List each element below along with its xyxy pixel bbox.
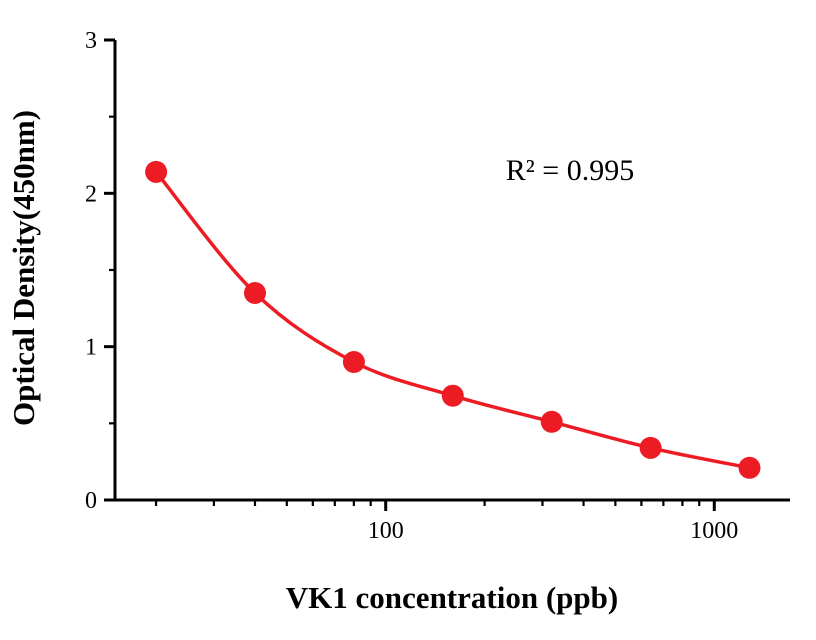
r-squared-annotation: R² = 0.995 — [506, 154, 634, 187]
data-point — [639, 436, 662, 459]
y-tick-label: 3 — [85, 28, 97, 54]
data-point — [244, 282, 266, 304]
y-tick-label: 0 — [85, 488, 97, 514]
data-point — [342, 351, 365, 373]
y-tick-label: 1 — [85, 335, 97, 361]
axes-layer: 0 1 2 3 100 1000 — [85, 28, 790, 544]
x-tick-label: 1000 — [690, 518, 738, 544]
y-axis-title: Optical Density(450nm) — [6, 110, 41, 426]
data-point — [540, 410, 563, 433]
y-tick-label: 2 — [85, 181, 97, 207]
data-point — [145, 160, 168, 183]
fit-curve-layer — [154, 170, 752, 470]
data-points-layer — [145, 160, 761, 479]
x-axis-title: VK1 concentration (ppb) — [286, 580, 618, 615]
fit-curve — [154, 170, 752, 470]
data-point — [738, 456, 761, 479]
x-tick-label: 100 — [368, 518, 404, 544]
data-point — [441, 384, 464, 407]
